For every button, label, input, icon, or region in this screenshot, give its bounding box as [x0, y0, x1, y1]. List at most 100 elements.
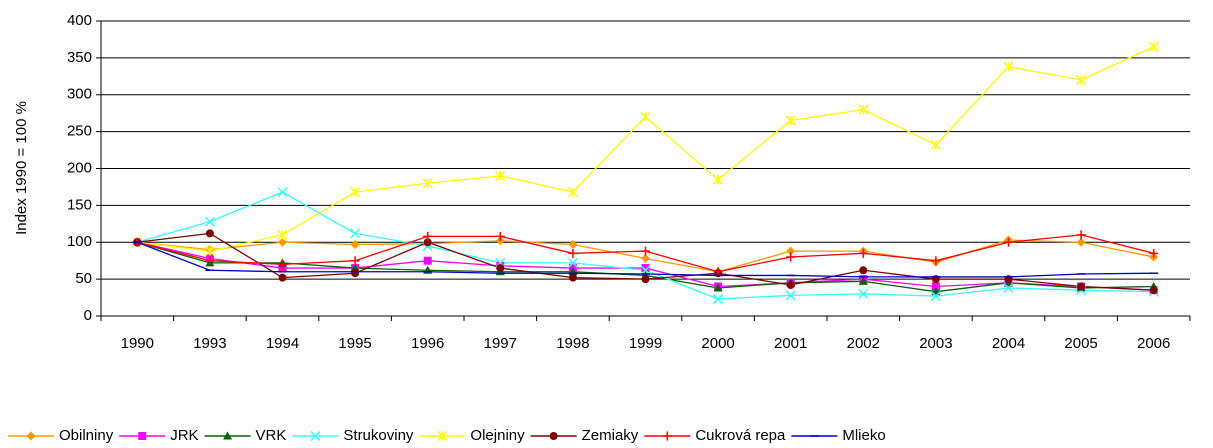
y-tick-label: 250 [67, 123, 92, 140]
marker [26, 431, 36, 441]
marker [278, 259, 287, 269]
marker [549, 432, 558, 440]
marker [930, 139, 941, 150]
marker [786, 246, 796, 256]
x-tick-label: 1998 [556, 335, 589, 352]
marker [858, 104, 869, 115]
marker [641, 253, 650, 263]
marker [858, 276, 868, 285]
y-tick-label: 100 [67, 233, 92, 250]
x-tick-label: 1997 [484, 335, 517, 352]
x-tick-label: 2004 [992, 335, 1025, 352]
marker [423, 256, 432, 265]
marker [350, 256, 360, 266]
y-tick-label: 0 [84, 307, 92, 324]
marker [423, 238, 432, 247]
legend-label: Strukoviny [343, 427, 414, 444]
series-line [137, 46, 1154, 252]
marker [713, 174, 724, 185]
legend-label: Mlieko [842, 427, 885, 444]
marker [641, 264, 650, 273]
marker [640, 111, 651, 122]
legend-label: Olejniny [470, 427, 525, 444]
marker [350, 263, 360, 272]
marker [1149, 286, 1158, 295]
marker [496, 264, 505, 273]
legend-label: VRK [256, 427, 287, 444]
marker [1077, 282, 1086, 291]
marker [713, 283, 723, 292]
marker [1076, 230, 1086, 240]
x-tick-label: 1999 [629, 335, 662, 352]
marker [205, 256, 215, 266]
marker [713, 294, 724, 305]
marker [930, 291, 941, 302]
y-tick-label: 350 [67, 49, 92, 66]
marker [310, 430, 321, 442]
x-tick-label: 2006 [1137, 335, 1170, 352]
marker [277, 187, 288, 198]
marker [931, 256, 941, 266]
marker [785, 290, 796, 301]
marker [350, 187, 361, 198]
marker [1148, 41, 1159, 52]
marker [1003, 61, 1014, 72]
x-tick-label: 1995 [338, 335, 371, 352]
marker [1003, 282, 1014, 294]
x-tick-label: 2002 [847, 335, 880, 352]
marker [350, 239, 360, 249]
marker [223, 431, 233, 440]
marker [641, 246, 650, 256]
y-axis-label: Index 1990 = 100 % [13, 101, 30, 235]
legend-label: JRK [170, 427, 198, 444]
x-tick-label: 1994 [266, 335, 299, 352]
marker [1076, 74, 1087, 86]
marker [1076, 237, 1086, 247]
x-tick-label: 1996 [411, 335, 444, 352]
marker [423, 231, 433, 241]
marker [786, 252, 796, 262]
legend-label: Cukrová repa [695, 427, 786, 444]
y-tick-label: 50 [75, 270, 92, 287]
marker [1149, 248, 1159, 258]
marker [437, 430, 448, 442]
marker [422, 178, 433, 189]
marker [495, 231, 505, 241]
legend: Obilniny JRK VRK Strukoviny Olejniny Zemiaky C… [8, 427, 886, 444]
marker [567, 187, 578, 198]
marker [568, 273, 577, 282]
y-tick-label: 400 [67, 12, 92, 29]
x-tick-label: 1993 [193, 335, 226, 352]
x-tick-label: 2000 [701, 335, 734, 352]
marker [204, 246, 215, 257]
marker [1004, 237, 1013, 247]
x-tick-label: 2005 [1064, 335, 1097, 352]
marker [786, 281, 795, 290]
marker [641, 275, 650, 284]
marker [350, 228, 361, 239]
y-tick-label: 200 [67, 159, 92, 176]
marker [931, 282, 940, 291]
legend-label: Zemiaky [582, 427, 639, 444]
marker [204, 216, 215, 227]
marker [567, 257, 578, 268]
marker [351, 269, 360, 278]
marker [785, 115, 796, 126]
x-tick-label: 2003 [919, 335, 952, 352]
marker [277, 229, 288, 240]
marker [495, 170, 506, 181]
marker [859, 266, 868, 275]
x-tick-label: 2001 [774, 335, 807, 352]
x-tick-label: 1990 [121, 335, 154, 352]
marker [568, 248, 578, 258]
y-tick-label: 150 [67, 196, 92, 213]
marker [858, 248, 868, 258]
marker [662, 431, 672, 441]
marker [568, 239, 578, 249]
marker [278, 273, 287, 282]
marker [205, 229, 214, 238]
marker [138, 432, 147, 440]
marker [278, 237, 287, 247]
y-tick-label: 300 [67, 86, 92, 103]
